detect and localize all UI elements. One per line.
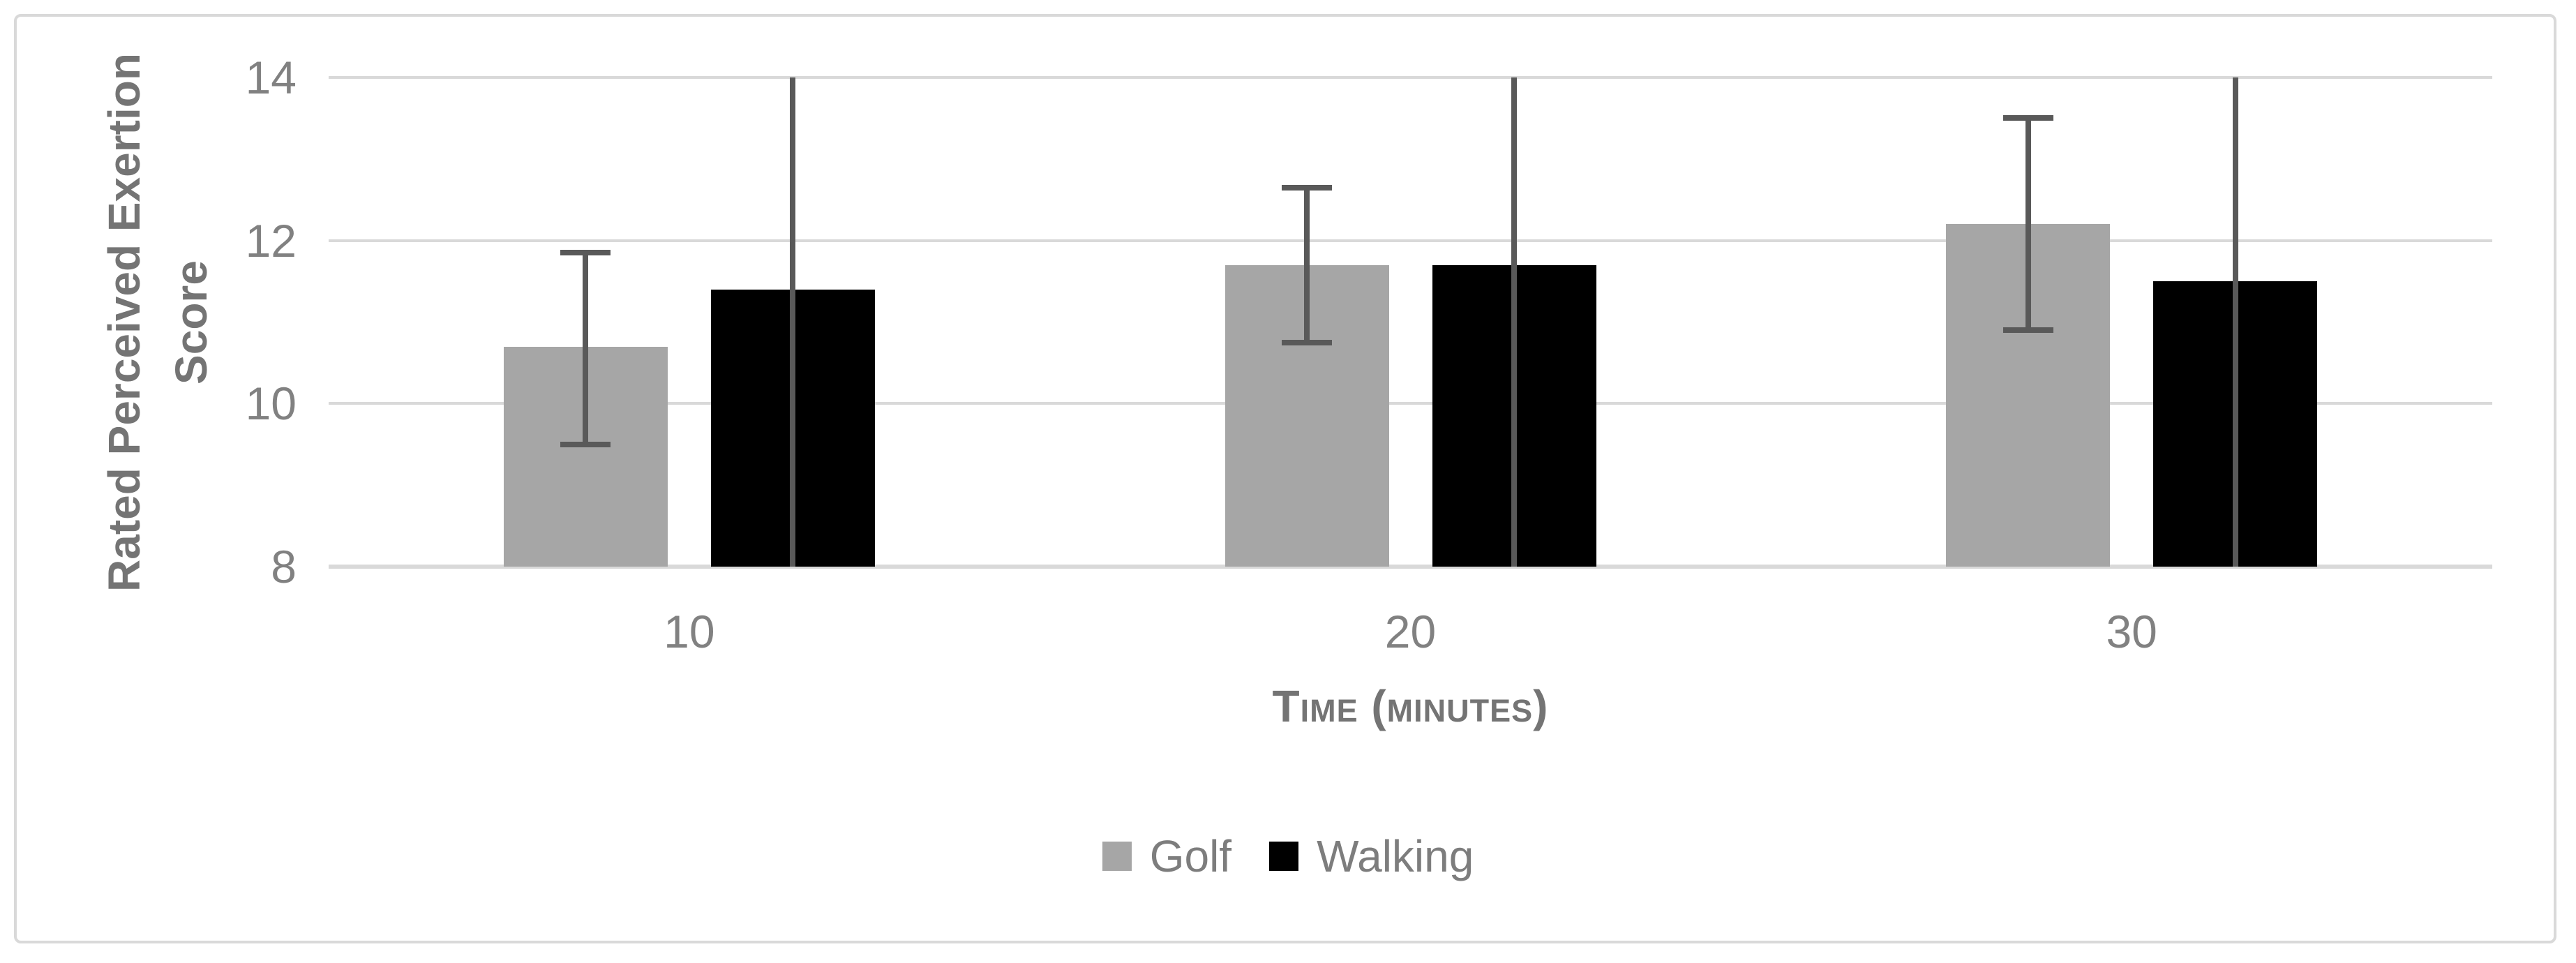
error-bar-golf-10 <box>583 253 589 445</box>
gridline-y-10 <box>329 402 2492 405</box>
error-cap-top-golf-30 <box>2002 115 2053 121</box>
x-tick-label-10: 10 <box>664 606 715 657</box>
legend-item-walking: Walking <box>1269 832 1474 881</box>
error-cap-bottom-golf-10 <box>560 441 611 447</box>
x-axis-title: Time (minutes) <box>1272 681 1549 731</box>
error-cap-top-golf-10 <box>560 250 611 256</box>
legend-item-golf: Golf <box>1102 832 1231 881</box>
y-tick-label-14: 14 <box>245 52 297 103</box>
x-tick-label-20: 20 <box>1384 606 1437 657</box>
legend-label-walking: Walking <box>1317 831 1474 881</box>
figure-border <box>14 14 2556 943</box>
y-tick-label-10: 10 <box>245 378 297 430</box>
y-axis-title-line1: Rated Perceived Exertion <box>99 53 149 592</box>
error-bar-golf-20 <box>1304 187 1310 343</box>
legend: Golf Walking <box>0 832 2576 881</box>
error-bar-walking-30 <box>2232 77 2238 567</box>
legend-swatch-walking <box>1269 842 1299 871</box>
error-cap-bottom-golf-30 <box>2002 327 2053 334</box>
error-bar-golf-30 <box>2025 118 2031 331</box>
error-bar-walking-20 <box>1511 77 1517 567</box>
gridline-y-8 <box>329 565 2492 569</box>
error-cap-top-golf-20 <box>1282 184 1332 191</box>
y-axis-title-line2: Score <box>166 260 216 385</box>
error-cap-bottom-golf-20 <box>1282 339 1332 345</box>
y-tick-label-8: 8 <box>271 541 297 592</box>
error-bar-walking-10 <box>790 77 796 567</box>
x-tick-label-30: 30 <box>2106 606 2157 657</box>
gridline-y-14 <box>329 76 2492 79</box>
legend-swatch-golf <box>1102 842 1132 871</box>
y-tick-label-12: 12 <box>245 214 297 267</box>
gridline-y-12 <box>329 239 2492 242</box>
legend-label-golf: Golf <box>1149 831 1232 881</box>
